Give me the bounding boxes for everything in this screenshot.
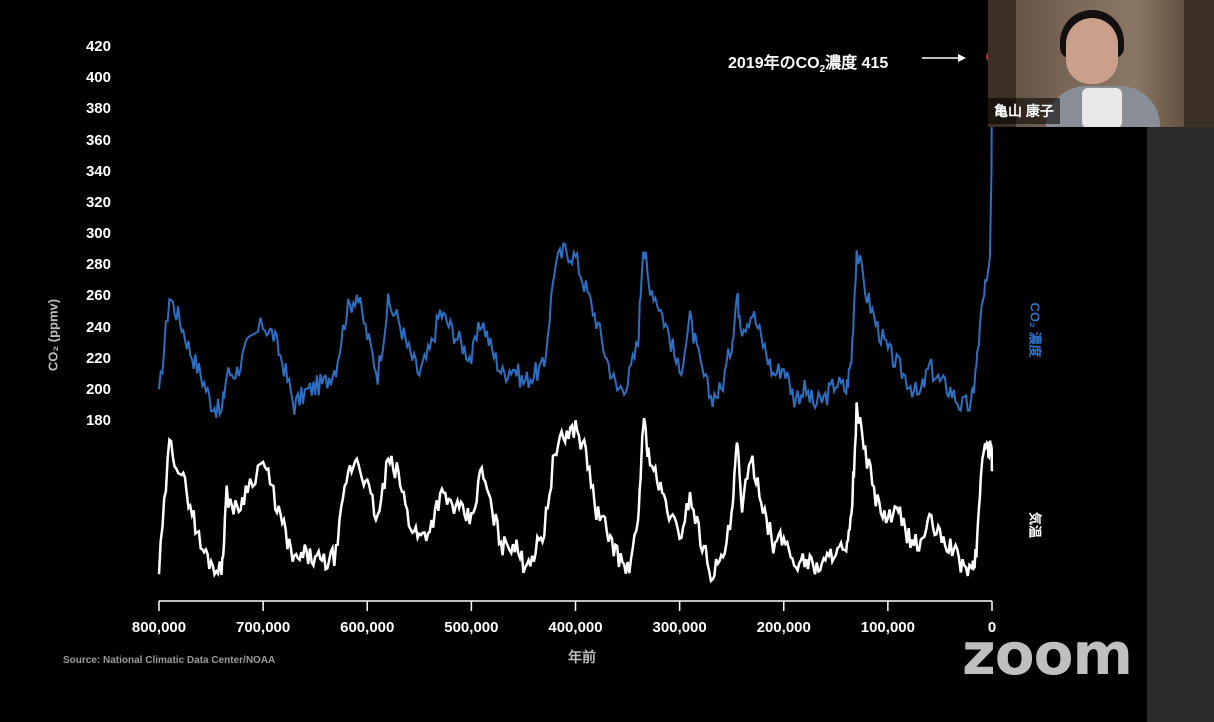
y-tick-label: 220 — [85, 349, 111, 367]
y-tick-label: 200 — [85, 380, 111, 398]
y-tick-label: 300 — [85, 225, 111, 242]
x-tick-label: 500,000 — [444, 619, 499, 636]
x-tick-label: 300,000 — [652, 619, 707, 636]
y-tick-label: 320 — [85, 193, 111, 211]
background-shelf — [1184, 0, 1214, 127]
x-tick-label: 0 — [987, 619, 997, 636]
y-tick-label: 380 — [85, 100, 111, 118]
y-tick-label: 420 — [85, 38, 111, 55]
participant-name-tag: 亀山 康子 — [988, 98, 1060, 124]
x-tick-label: 800,000 — [131, 619, 187, 636]
y-tick-label: 180 — [85, 412, 111, 429]
x-tick-label: 600,000 — [340, 619, 395, 636]
y-tick-label: 240 — [85, 318, 111, 336]
participant-face — [1066, 18, 1118, 84]
co2-2019-annotation: 2019年のCO2濃度 415 — [728, 49, 888, 75]
source-note: Source: National Climatic Data Center/NO… — [63, 655, 276, 666]
series-label-temperature: 気温 — [1027, 511, 1043, 539]
annotation-text-sub: 2 — [819, 64, 826, 76]
x-tick-label: 100,000 — [860, 619, 915, 636]
participant-collar — [1082, 88, 1122, 127]
zoom-logo: zoom — [962, 620, 1133, 688]
y-tick-label: 340 — [85, 162, 111, 180]
y-tick-label: 280 — [85, 256, 111, 274]
annotation-text-pre: 2019年のCO — [728, 55, 820, 72]
y-axis-label: CO₂ (ppmv) — [45, 298, 61, 372]
series-line-co2 — [158, 54, 993, 419]
annotation-arrowhead — [958, 54, 966, 62]
x-tick-label: 400,000 — [548, 619, 603, 636]
y-tick-label: 400 — [85, 69, 111, 87]
y-tick-label: 260 — [85, 287, 111, 305]
x-axis-label: 年前 — [568, 649, 596, 665]
series-label-co2: CO₂ 濃度 — [1027, 302, 1043, 358]
x-tick-label: 200,000 — [756, 619, 811, 636]
annotation-text-post: 濃度 415 — [825, 55, 889, 72]
side-panel — [1147, 127, 1214, 722]
series-line-temperature — [157, 402, 994, 584]
x-tick-label: 700,000 — [236, 619, 291, 636]
y-tick-label: 360 — [85, 131, 111, 149]
